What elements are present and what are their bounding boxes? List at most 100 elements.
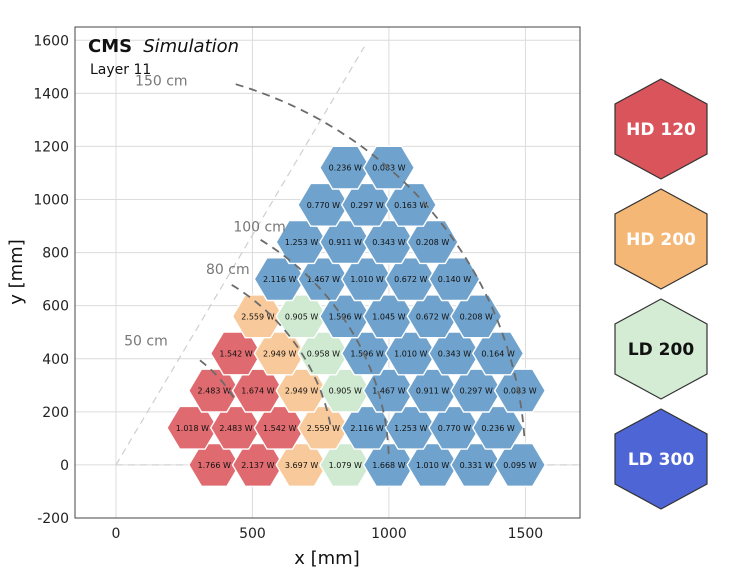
legend-swatch: [614, 78, 708, 180]
y-tick-label: 1000: [33, 193, 69, 209]
hex-cell-label: 0.343 W: [438, 349, 471, 358]
hex-cell-label: 0.343 W: [372, 238, 405, 247]
hex-cell-label: 0.911 W: [416, 387, 449, 396]
y-tick-label: 400: [42, 352, 69, 368]
radius-arc: [235, 83, 526, 438]
radius-arc: [231, 284, 332, 429]
legend-swatch: [614, 408, 708, 510]
hex-cell-label: 1.010 W: [394, 349, 427, 358]
radius-arc: [260, 239, 390, 461]
hex-cell-label: 1.079 W: [329, 461, 362, 470]
chart-title-italic: Simulation: [143, 36, 239, 57]
hex-cell-label: 0.208 W: [416, 238, 449, 247]
hex-cell-label: 0.083 W: [503, 387, 536, 396]
hex-cell-label: 0.905 W: [285, 312, 318, 321]
hex-cell-label: 1.674 W: [241, 387, 274, 396]
x-tick-labels: 0 500 1000 1500: [111, 526, 543, 542]
y-tick-label: 600: [42, 299, 69, 315]
hex-cell-label: 1.596 W: [350, 349, 383, 358]
hex-cell-label: 0.911 W: [329, 238, 362, 247]
hex-cell-label: 1.045 W: [372, 312, 405, 321]
hex-cell-label: 1.253 W: [394, 424, 427, 433]
hex-cell-label: 0.236 W: [481, 424, 514, 433]
hex-cell-label: 1.766 W: [198, 461, 231, 470]
x-tick-label: 0: [111, 526, 120, 542]
hex-cell-label: 0.083 W: [372, 164, 405, 173]
hex-cell-label: 1.542 W: [219, 349, 252, 358]
hex-cell: [319, 145, 372, 190]
chart-title: CMS Simulation: [88, 36, 239, 57]
hex-cell-label: 0.163 W: [394, 201, 427, 210]
hex-cell-label: 2.949 W: [285, 387, 318, 396]
hex-cell: [493, 442, 547, 487]
hex-cell-label: 1.010 W: [416, 461, 449, 470]
hex-cell-label: 0.208 W: [460, 312, 493, 321]
hex-cell-label: 1.668 W: [372, 461, 405, 470]
hex-cell-label: 0.905 W: [329, 387, 362, 396]
hex-cell: [471, 331, 525, 376]
hex-cell-label: 0.297 W: [350, 201, 383, 210]
y-tick-label: -200: [37, 511, 69, 527]
x-tick-label: 500: [239, 526, 266, 542]
hex-cell-label: 0.331 W: [460, 461, 493, 470]
hex-cell-label: 0.140 W: [438, 275, 471, 284]
chart-subtitle: Layer 11: [90, 62, 151, 78]
radius-arc: [199, 359, 235, 400]
hex-cell-label: 2.137 W: [241, 461, 274, 470]
radius-labels: 150 cm 100 cm 80 cm 50 cm: [124, 73, 286, 349]
hex-cell-label: 1.018 W: [176, 424, 209, 433]
hex-cell-label: 2.559 W: [241, 312, 274, 321]
radius-label: 80 cm: [206, 262, 250, 278]
legend-swatch: [614, 188, 708, 290]
hex-cell: [493, 368, 547, 413]
hex-cell: [450, 294, 503, 339]
hex-cell: [406, 219, 459, 265]
hex-cell-label: 0.770 W: [438, 424, 471, 433]
hex-cell-label: 1.467 W: [307, 275, 340, 284]
radius-label: 50 cm: [124, 333, 168, 349]
hexagon-cells: 1.766 W 2.137 W 3.697 W 1.079 W 1.668 W 1.010…: [166, 83, 547, 487]
hex-cell: [384, 182, 437, 227]
hex-cell-label: 2.559 W: [307, 424, 340, 433]
y-tick-label: 200: [42, 405, 69, 421]
hex-cell-label: 0.770 W: [307, 201, 340, 210]
hex-cell-label: 0.236 W: [329, 164, 362, 173]
hex-cell-label: 2.116 W: [350, 424, 383, 433]
hex-cell-label: 0.672 W: [416, 312, 449, 321]
chart-title-bold: CMS: [88, 36, 132, 57]
hex-cell-label: 1.253 W: [285, 238, 318, 247]
y-tick-label: 1200: [33, 139, 69, 155]
y-tick-label: 1600: [33, 33, 69, 49]
hex-cell-label: 0.164 W: [481, 349, 514, 358]
plot-frame: [74, 26, 581, 519]
hex-cell-label: 0.297 W: [460, 387, 493, 396]
hex-cell-label: 0.095 W: [503, 461, 536, 470]
x-axis-label: x [mm]: [294, 548, 360, 569]
hex-cell-label: 1.467 W: [372, 387, 405, 396]
hex-cell-label: 2.483 W: [198, 387, 231, 396]
legend-label: LD 300: [628, 450, 695, 470]
radius-label: 100 cm: [233, 219, 286, 235]
hex-cell-label: 0.672 W: [394, 275, 427, 284]
legend-swatch: [614, 298, 708, 400]
legend-label: HD 200: [626, 230, 696, 250]
y-tick-label: 800: [42, 246, 69, 262]
hex-cell-label: 1.010 W: [350, 275, 383, 284]
hex-cell-label: 2.949 W: [263, 349, 296, 358]
y-axis-label: y [mm]: [6, 239, 27, 305]
legend-label: HD 120: [626, 120, 696, 140]
hex-cell-label: 1.542 W: [263, 424, 296, 433]
legend-label: LD 200: [628, 340, 695, 360]
hex-cell-label: 0.958 W: [307, 349, 340, 358]
hex-cell-label: 1.596 W: [329, 312, 362, 321]
hex-cell-label: 2.483 W: [219, 424, 252, 433]
legend: HD 120 HD 200 LD 200 LD 300: [614, 78, 708, 510]
hex-cell: [428, 257, 481, 302]
y-tick-label: 0: [60, 458, 69, 474]
hex-cell-label: 3.697 W: [285, 461, 318, 470]
y-tick-label: 1400: [33, 86, 69, 102]
x-tick-label: 1500: [508, 526, 544, 542]
x-tick-label: 1000: [371, 526, 407, 542]
y-tick-labels: -200 0 200 400 600 800 1000 1200 1400 1600: [33, 33, 69, 527]
